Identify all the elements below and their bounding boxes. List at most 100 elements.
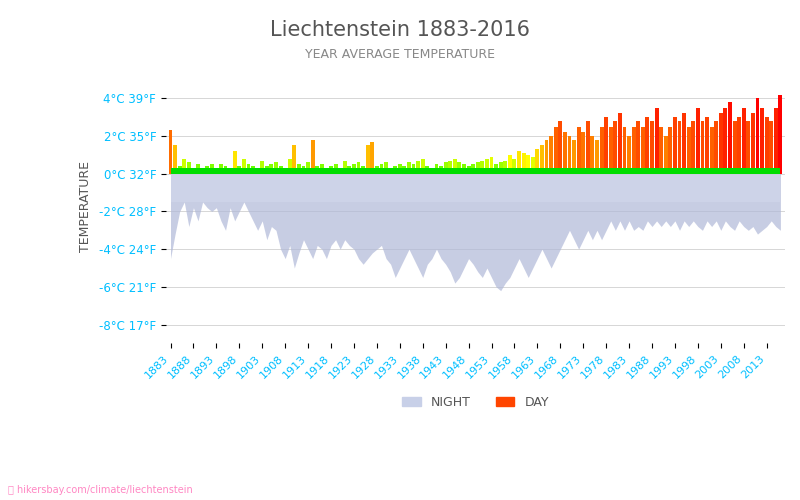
Bar bbox=[609, 126, 613, 174]
Bar bbox=[169, 130, 173, 174]
Bar bbox=[582, 132, 585, 173]
Bar bbox=[228, 168, 232, 173]
Bar bbox=[742, 108, 746, 174]
Bar bbox=[310, 140, 314, 173]
Bar bbox=[526, 155, 530, 174]
Bar bbox=[498, 162, 502, 173]
Bar bbox=[466, 166, 470, 173]
Bar bbox=[219, 164, 223, 173]
Bar bbox=[622, 126, 626, 174]
Bar bbox=[343, 160, 346, 173]
Bar bbox=[430, 168, 434, 173]
Bar bbox=[302, 166, 306, 173]
Bar bbox=[325, 168, 328, 173]
Bar bbox=[182, 158, 186, 174]
Bar bbox=[389, 168, 393, 173]
Bar bbox=[444, 162, 447, 173]
Bar bbox=[453, 158, 457, 174]
Bar bbox=[214, 168, 218, 173]
Bar bbox=[480, 160, 484, 173]
Bar bbox=[366, 146, 370, 174]
Bar bbox=[233, 151, 237, 174]
Bar bbox=[659, 126, 663, 174]
Bar bbox=[256, 168, 259, 173]
Bar bbox=[191, 168, 195, 173]
Bar bbox=[490, 156, 494, 174]
Bar bbox=[535, 149, 539, 174]
Bar bbox=[398, 164, 402, 173]
Bar bbox=[201, 168, 205, 173]
Bar bbox=[426, 166, 430, 173]
Bar bbox=[733, 121, 737, 174]
Bar bbox=[710, 126, 714, 174]
Bar bbox=[306, 162, 310, 173]
Bar bbox=[770, 121, 773, 174]
Bar bbox=[664, 136, 668, 173]
Bar bbox=[714, 121, 718, 174]
Bar bbox=[265, 166, 269, 173]
Bar bbox=[187, 162, 190, 173]
Bar bbox=[352, 164, 356, 173]
Bar bbox=[471, 164, 475, 173]
Bar bbox=[394, 166, 397, 173]
Bar bbox=[531, 156, 534, 174]
Bar bbox=[242, 158, 246, 174]
Bar bbox=[421, 158, 425, 174]
Bar bbox=[361, 166, 365, 173]
Bar bbox=[567, 136, 571, 173]
Bar bbox=[604, 117, 608, 173]
Bar bbox=[522, 153, 526, 174]
Bar bbox=[577, 126, 581, 174]
Bar bbox=[494, 164, 498, 173]
Bar bbox=[765, 117, 769, 173]
Legend: NIGHT, DAY: NIGHT, DAY bbox=[397, 391, 554, 414]
Bar bbox=[696, 108, 700, 174]
Bar bbox=[485, 158, 489, 174]
Bar bbox=[462, 164, 466, 173]
Bar bbox=[434, 164, 438, 173]
Bar bbox=[554, 126, 558, 174]
Bar bbox=[196, 164, 200, 173]
Bar bbox=[173, 146, 177, 174]
Bar bbox=[223, 166, 227, 173]
Bar bbox=[288, 158, 292, 174]
Bar bbox=[691, 121, 695, 174]
Bar bbox=[283, 168, 287, 173]
Bar bbox=[774, 108, 778, 174]
Bar bbox=[540, 146, 544, 174]
Bar bbox=[292, 146, 296, 174]
Y-axis label: TEMPERATURE: TEMPERATURE bbox=[79, 161, 92, 252]
Bar bbox=[320, 164, 324, 173]
Bar bbox=[206, 166, 209, 173]
Bar bbox=[412, 164, 415, 173]
Bar bbox=[650, 121, 654, 174]
Bar bbox=[334, 164, 338, 173]
Bar bbox=[590, 136, 594, 173]
Bar bbox=[636, 121, 640, 174]
Bar bbox=[760, 108, 764, 174]
Bar bbox=[379, 164, 383, 173]
Bar bbox=[746, 121, 750, 174]
Bar bbox=[210, 164, 214, 173]
Bar bbox=[728, 102, 732, 174]
Bar bbox=[618, 114, 622, 174]
Bar bbox=[370, 142, 374, 174]
Bar bbox=[737, 117, 741, 173]
Bar bbox=[329, 166, 333, 173]
Bar bbox=[586, 121, 590, 174]
Bar bbox=[315, 166, 319, 173]
Bar bbox=[375, 166, 379, 173]
Bar bbox=[719, 114, 722, 174]
Bar bbox=[458, 162, 462, 173]
Bar bbox=[402, 166, 406, 173]
Bar bbox=[686, 126, 690, 174]
Bar bbox=[260, 160, 264, 173]
Bar bbox=[274, 162, 278, 173]
Bar bbox=[595, 140, 599, 173]
Bar bbox=[755, 98, 759, 174]
Bar bbox=[600, 126, 603, 174]
Bar bbox=[448, 160, 452, 173]
Bar bbox=[545, 140, 549, 173]
Bar bbox=[338, 168, 342, 173]
Bar bbox=[416, 160, 420, 173]
